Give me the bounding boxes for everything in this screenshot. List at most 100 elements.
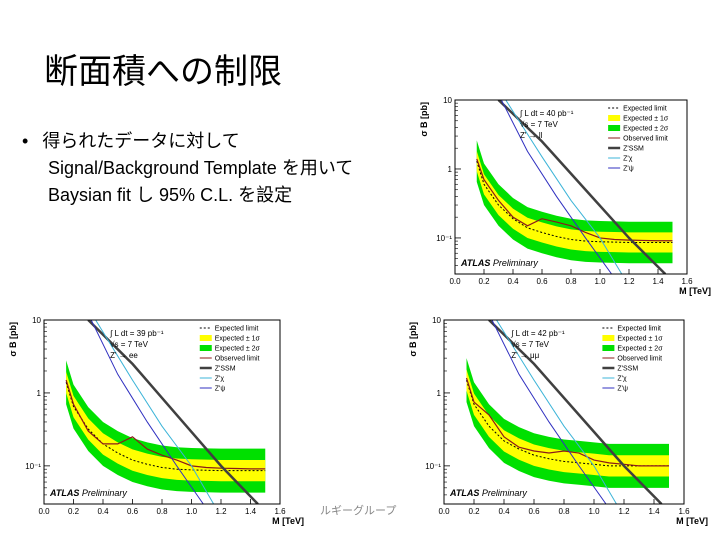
bullet-marker: • — [22, 131, 29, 151]
preliminary-label: Preliminary — [482, 488, 528, 498]
process-label: Z' → ee — [110, 351, 138, 360]
bullet-list: • 得られたデータに対して Signal/Background Template… — [22, 128, 353, 209]
legend-entry-expected: Expected limit — [617, 326, 661, 333]
preliminary-label: Preliminary — [493, 258, 539, 268]
y-tick-label: 10 — [432, 316, 441, 325]
y-tick-label: 10⁻¹ — [436, 234, 452, 243]
y-tick-label: 1 — [37, 389, 42, 398]
theory-line-ssm — [87, 320, 259, 504]
atlas-preliminary-label: ATLAS Preliminary — [49, 488, 127, 498]
x-tick-label: 1.4 — [648, 507, 660, 516]
y-tick-label: 1 — [437, 389, 442, 398]
expected-1sigma-band — [66, 371, 266, 482]
legend-swatch-band1 — [602, 335, 615, 341]
plot-area — [476, 100, 673, 274]
y-tick-label: 10 — [32, 316, 41, 325]
legend-swatch-band2 — [199, 345, 212, 351]
footer-text: ルギーグループ — [320, 504, 397, 517]
legend-entry-expected: Expected limit — [215, 326, 259, 333]
expected-1sigma-band — [466, 369, 669, 477]
x-tick-label: 1.6 — [681, 277, 693, 286]
plot-area — [65, 320, 266, 504]
legend-entry-band2: Expected ± 2σ — [623, 126, 669, 133]
chart-electron-limit: 0.0 0.2 0.4 0.6 0.8 1.0 1.2 1.4 1.6 10 1 10⁻¹ M [TeV… — [4, 312, 308, 530]
y-axis-label: σ B [pb] — [8, 322, 18, 357]
y-tick-label: 10⁻¹ — [25, 462, 41, 471]
legend-swatch-band2 — [608, 125, 621, 131]
legend-entry-zchi: Z'χ — [623, 156, 633, 163]
y-axis-label: σ B [pb] — [419, 102, 429, 137]
plot-area — [465, 320, 669, 504]
atlas-label: ATLAS — [460, 258, 493, 268]
legend-entry-observed: Observed limit — [215, 356, 260, 363]
atlas-preliminary-label: ATLAS Preliminary — [460, 258, 538, 268]
legend-entry-band2: Expected ± 2σ — [215, 346, 261, 353]
x-tick-label: 0.4 — [498, 507, 510, 516]
theory-line-zpsi — [491, 320, 607, 504]
legend-entry-band1: Expected ± 1σ — [623, 116, 669, 123]
legend-entry-zchi: Z'χ — [215, 376, 225, 383]
legend-swatch-band1 — [608, 115, 621, 121]
legend-entry-observed: Observed limit — [623, 136, 668, 143]
legend-entry-expected: Expected limit — [623, 106, 667, 113]
energy-label: √s = 7 TeV — [110, 340, 148, 349]
process-label: Z' → μμ — [511, 351, 539, 360]
observed-limit-line — [465, 377, 669, 467]
legend-entry-zpsi: Z'ψ — [215, 386, 226, 393]
bullet-item: • 得られたデータに対して — [22, 128, 353, 155]
y-tick-label: 1 — [448, 165, 453, 174]
legend-swatch-band2 — [602, 345, 615, 351]
chart-muon-limit: 0.0 0.2 0.4 0.6 0.8 1.0 1.2 1.4 1.6 10 1 10⁻¹ M [TeV… — [404, 312, 712, 530]
x-tick-label: 1.0 — [594, 277, 606, 286]
legend-entry-band1: Expected ± 1σ — [617, 336, 663, 343]
legend-entry-ssm: Z'SSM — [215, 366, 236, 373]
x-tick-label: 1.6 — [678, 507, 690, 516]
legend-entry-zchi: Z'χ — [617, 376, 627, 383]
x-tick-label: 1.0 — [588, 507, 600, 516]
x-tick-label: 0.6 — [528, 507, 540, 516]
x-tick-label: 0.0 — [38, 507, 50, 516]
legend-entry-ssm: Z'SSM — [623, 146, 644, 153]
x-tick-label: 0.2 — [68, 507, 80, 516]
x-tick-label: 1.2 — [215, 507, 227, 516]
x-tick-label: 1.4 — [652, 277, 664, 286]
x-tick-label: 0.4 — [507, 277, 519, 286]
x-tick-label: 0.2 — [478, 277, 490, 286]
legend-entry-zpsi: Z'ψ — [623, 166, 634, 173]
slide-title: 断面積への制限 — [44, 52, 282, 92]
x-axis-label: M [TeV] — [676, 516, 708, 526]
preliminary-label: Preliminary — [82, 488, 128, 498]
theory-line-ssm — [488, 320, 663, 504]
bullet-line-3: Baysian fit し 95% C.L. を設定 — [48, 185, 293, 205]
theory-line-zpsi — [90, 320, 204, 504]
y-tick-label: 10⁻¹ — [425, 462, 441, 471]
x-tick-label: 1.4 — [245, 507, 257, 516]
expected-limit-line — [466, 379, 669, 467]
legend-entry-observed: Observed limit — [617, 356, 662, 363]
observed-limit-line — [476, 158, 673, 242]
expected-limit-line — [476, 160, 673, 243]
theory-line-zchi — [496, 320, 617, 504]
x-tick-label: 0.6 — [536, 277, 548, 286]
legend-entry-ssm: Z'SSM — [617, 366, 638, 373]
bullet-line-1: 得られたデータに対して — [42, 131, 240, 151]
x-axis-label: M [TeV] — [679, 286, 711, 296]
x-tick-label: 0.6 — [127, 507, 139, 516]
atlas-label: ATLAS — [49, 488, 82, 498]
x-tick-label: 0.4 — [97, 507, 109, 516]
y-tick-label: 10 — [443, 96, 452, 105]
x-tick-label: 0.2 — [468, 507, 480, 516]
theory-line-zpsi — [500, 100, 613, 274]
x-axis-label: M [TeV] — [272, 516, 304, 526]
theory-line-zchi — [505, 100, 623, 274]
x-tick-label: 1.0 — [186, 507, 198, 516]
lumi-label: ∫ L dt = 39 pb⁻¹ — [109, 329, 164, 338]
lumi-label: ∫ L dt = 40 pb⁻¹ — [519, 109, 574, 118]
theory-line-ssm — [497, 100, 667, 274]
energy-label: √s = 7 TeV — [520, 120, 558, 129]
legend-entry-band2: Expected ± 2σ — [617, 346, 663, 353]
legend-swatch-band1 — [199, 335, 212, 341]
x-tick-label: 0.8 — [565, 277, 577, 286]
observed-limit-line — [65, 379, 266, 470]
bullet-line-2: Signal/Background Template を用いて — [48, 158, 354, 178]
